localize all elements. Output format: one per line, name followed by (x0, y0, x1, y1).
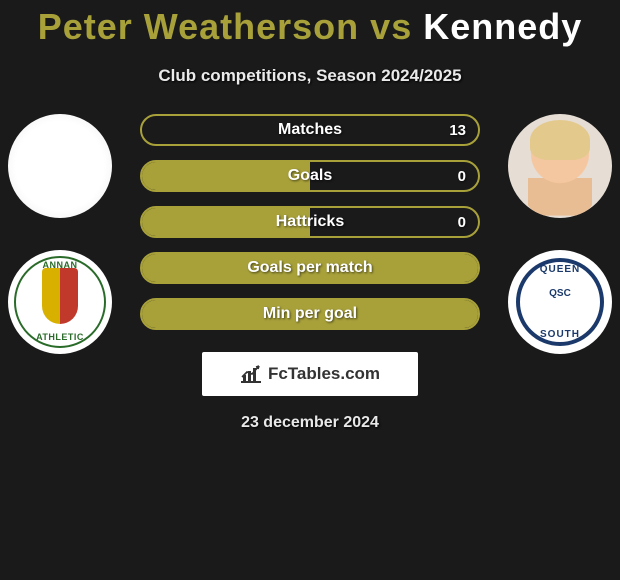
stat-row: Goals per match (140, 252, 480, 284)
brand-badge[interactable]: FcTables.com (202, 352, 418, 396)
player-right-name: Kennedy (423, 6, 582, 47)
stat-row: 0Goals (140, 160, 480, 192)
brand-text: FcTables.com (268, 364, 380, 384)
club-right-bottom: SOUTH (508, 329, 612, 340)
stat-label: Goals (142, 162, 478, 190)
chart-icon (240, 365, 262, 383)
title-vs: vs (370, 6, 412, 47)
stat-row: 0Hattricks (140, 206, 480, 238)
stat-label: Goals per match (142, 254, 478, 282)
subtitle: Club competitions, Season 2024/2025 (0, 66, 620, 86)
stat-label: Matches (142, 116, 478, 144)
club-left-badge: ATHLETIC (8, 250, 112, 354)
comparison-content: ATHLETIC QUEEN SOUTH 13Matches 0Goals 0Hat… (0, 114, 620, 432)
club-right-badge: QUEEN SOUTH (508, 250, 612, 354)
player-right-avatar (508, 114, 612, 218)
player-left-avatar (8, 114, 112, 218)
stat-label: Min per goal (142, 300, 478, 328)
comparison-title: Peter Weatherson vs Kennedy (0, 0, 620, 48)
date-label: 23 december 2024 (0, 414, 620, 432)
club-left-ring: ATHLETIC (14, 256, 106, 348)
player-left-name: Peter Weatherson (38, 6, 359, 47)
stat-row: Min per goal (140, 298, 480, 330)
left-column: ATHLETIC (8, 114, 112, 354)
stat-rows: 13Matches 0Goals 0Hattricks Goals per match… (140, 114, 480, 330)
club-right-top: QUEEN (508, 264, 612, 275)
right-column: QUEEN SOUTH (508, 114, 612, 354)
stat-label: Hattricks (142, 208, 478, 236)
stat-row: 13Matches (140, 114, 480, 146)
